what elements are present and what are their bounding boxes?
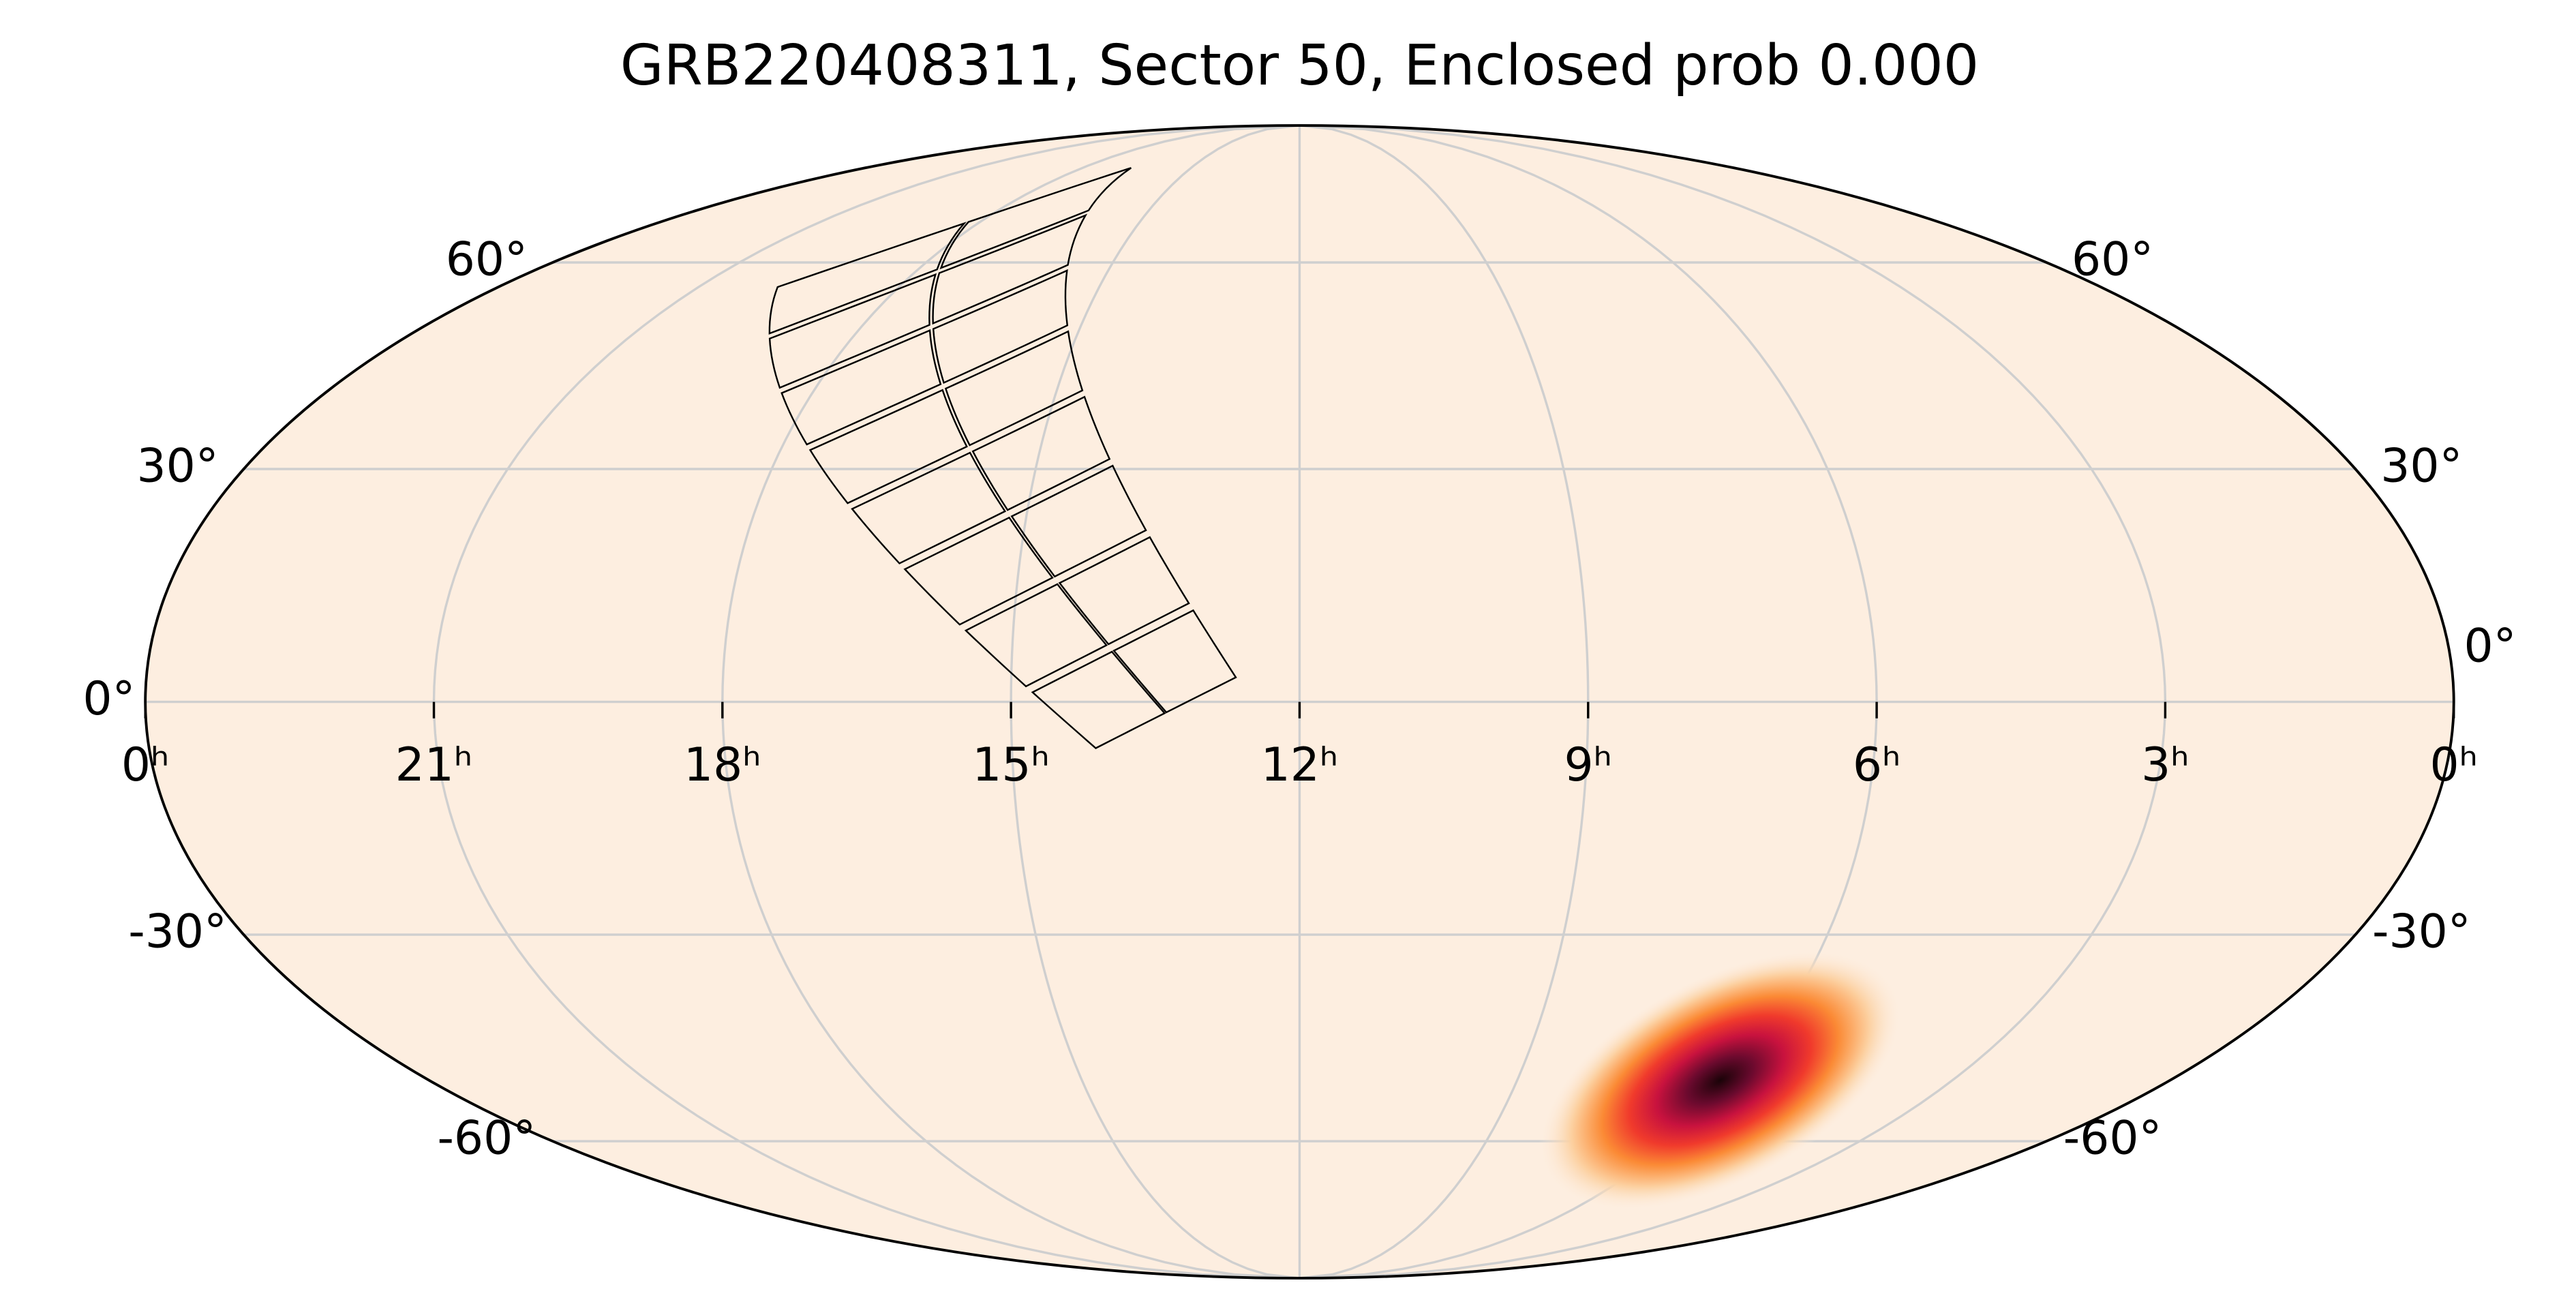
y-tick-label: 60°	[446, 232, 528, 286]
ccd-footprint	[932, 213, 1088, 325]
x-tick-label: 3ʰ	[2141, 738, 2189, 791]
x-tick-label: 21ʰ	[395, 738, 473, 791]
x-tick-label: 12ʰ	[1261, 738, 1339, 791]
x-tick-label: 6ʰ	[1853, 738, 1901, 791]
ccd-footprint	[851, 451, 1007, 564]
ccd-footprint	[768, 222, 967, 335]
ccd-footprint	[964, 583, 1108, 688]
x-tick-label: 9ʰ	[1564, 738, 1612, 791]
x-tick-label: 18ʰ	[684, 738, 761, 791]
y-tick-label: 30°	[136, 439, 218, 493]
ccd-footprint	[808, 389, 968, 504]
probability-peak	[1539, 950, 1902, 1211]
y-tick-label: -30°	[2372, 905, 2471, 958]
ccd-footprint	[781, 329, 942, 446]
ccd-footprint	[1112, 609, 1237, 714]
ccd-footprint	[1010, 464, 1147, 578]
ccd-footprint	[932, 269, 1069, 384]
ccd-footprint	[768, 273, 937, 389]
plot-area	[145, 125, 2454, 1278]
chart-title: GRB220408311, Sector 50, Enclosed prob 0…	[620, 33, 1979, 98]
ccd-footprint	[903, 516, 1054, 626]
x-tick-label: 0ʰ	[121, 738, 170, 791]
y-tick-label: 60°	[2072, 232, 2153, 286]
x-tick-label: 15ʰ	[972, 738, 1050, 791]
y-tick-label: -60°	[437, 1111, 536, 1165]
ccd-footprint	[1058, 536, 1190, 646]
y-tick-label: 30°	[2380, 439, 2462, 493]
y-tick-label: -60°	[2063, 1111, 2162, 1165]
x-tick-label: 0ʰ	[2429, 738, 2478, 791]
y-tick-label: 0°	[2464, 619, 2517, 673]
ccd-footprint	[944, 330, 1084, 447]
y-tick-label: -30°	[128, 905, 227, 958]
frame	[144, 124, 2455, 1280]
ccd-footprint	[939, 167, 1132, 270]
ccd-footprint	[971, 395, 1111, 511]
ccd-footprint	[1031, 650, 1166, 749]
y-tick-label: 0°	[82, 671, 135, 725]
